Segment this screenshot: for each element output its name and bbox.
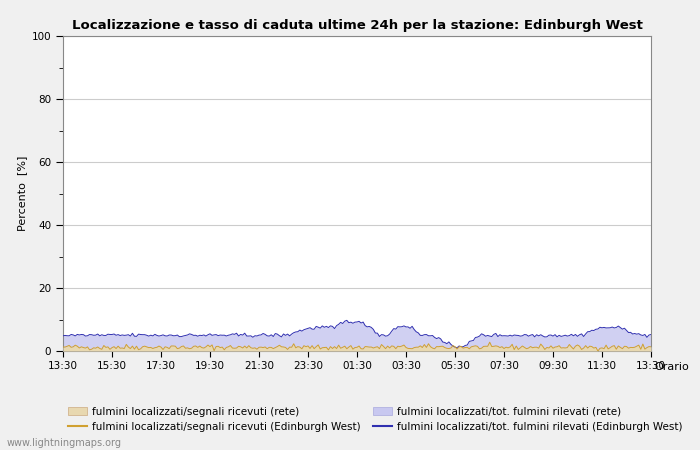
Legend: fulmini localizzati/segnali ricevuti (rete), fulmini localizzati/segnali ricevut: fulmini localizzati/segnali ricevuti (re… — [68, 407, 682, 432]
Y-axis label: Percento  [%]: Percento [%] — [18, 156, 27, 231]
Title: Localizzazione e tasso di caduta ultime 24h per la stazione: Edinburgh West: Localizzazione e tasso di caduta ultime … — [71, 19, 643, 32]
Text: www.lightningmaps.org: www.lightningmaps.org — [7, 438, 122, 448]
Text: Orario: Orario — [654, 362, 690, 372]
